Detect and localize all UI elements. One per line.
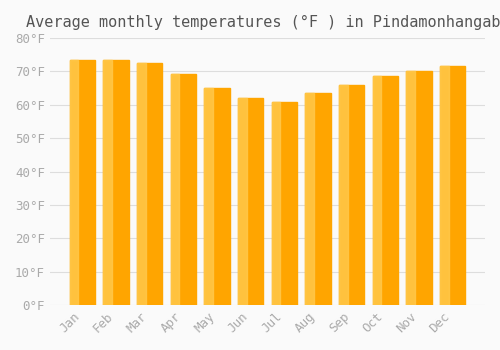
- Bar: [406, 71, 432, 305]
- Bar: [372, 77, 398, 305]
- Bar: [170, 75, 196, 305]
- Bar: [70, 60, 95, 305]
- Bar: [440, 66, 465, 305]
- Bar: [339, 85, 364, 305]
- Bar: [170, 75, 179, 305]
- Bar: [104, 60, 128, 305]
- Bar: [306, 93, 330, 305]
- Bar: [204, 88, 213, 305]
- Bar: [440, 66, 449, 305]
- Bar: [137, 63, 146, 305]
- Bar: [70, 60, 78, 305]
- Bar: [137, 63, 162, 305]
- Bar: [272, 102, 280, 305]
- Bar: [238, 98, 263, 305]
- Bar: [406, 71, 415, 305]
- Bar: [306, 93, 314, 305]
- Bar: [339, 85, 348, 305]
- Bar: [104, 60, 112, 305]
- Bar: [372, 77, 382, 305]
- Bar: [238, 98, 247, 305]
- Bar: [272, 102, 297, 305]
- Title: Average monthly temperatures (°F ) in Pindamonhangaba: Average monthly temperatures (°F ) in Pi…: [26, 15, 500, 30]
- Bar: [204, 88, 230, 305]
